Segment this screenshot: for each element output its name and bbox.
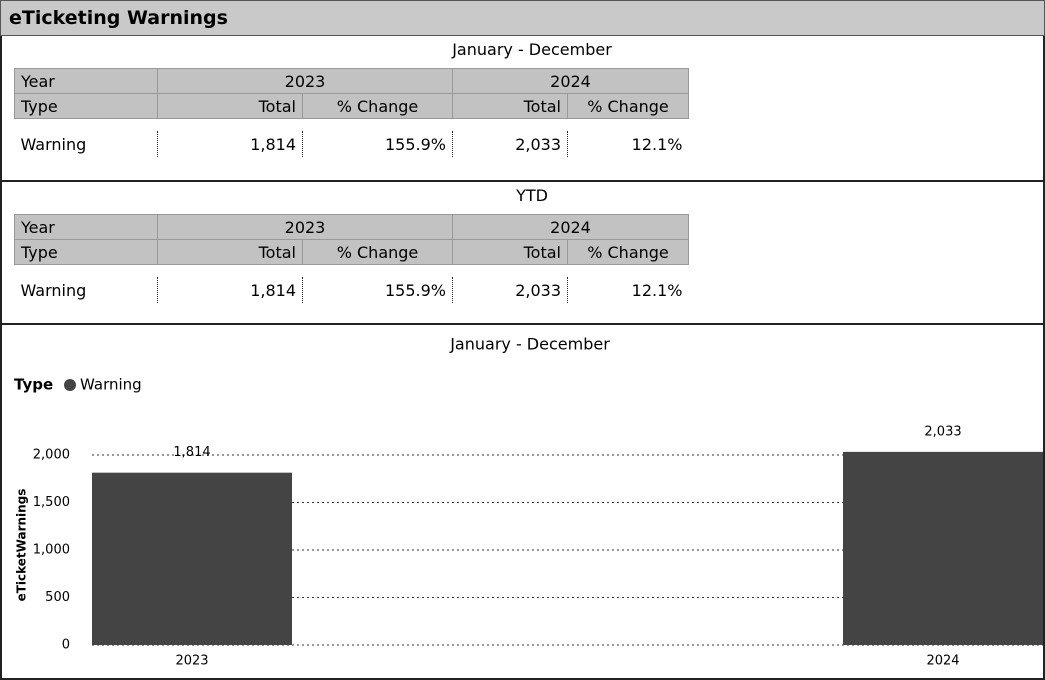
- y-tick-label: 500: [45, 590, 70, 605]
- table: Year 2023 2024 Type Total% Change Total% Chan…: [14, 68, 689, 157]
- table: Year 2023 2024 Type Total% Change Total% Chan…: [14, 214, 689, 303]
- header-cell: Year: [14, 68, 158, 94]
- legend-marker: [64, 379, 76, 391]
- cell: 12.1%: [567, 131, 689, 157]
- header-row: Year 2023 2024: [14, 214, 689, 240]
- data-label: 1,814: [173, 445, 210, 460]
- cell: 1,814: [157, 131, 303, 157]
- cell: 2,033: [452, 277, 568, 303]
- cell: 2,033: [452, 131, 568, 157]
- header-cell: Total: [157, 93, 303, 119]
- table-heading: January - December: [452, 40, 612, 59]
- header-cell: 2023: [157, 214, 453, 240]
- data-label: 2,033: [924, 424, 961, 439]
- gap: [15, 119, 689, 132]
- y-tick-label: 2,000: [33, 448, 70, 463]
- cell: Warning: [20, 280, 87, 300]
- header-cell: Total: [452, 93, 568, 119]
- header-cell: Total: [452, 239, 568, 265]
- header-cell: Type: [14, 93, 158, 119]
- x-tick-label: 2023: [175, 654, 208, 669]
- chart: January - December Type Warning eTicketWa…: [14, 335, 1043, 669]
- header-cell: % Change: [567, 93, 689, 119]
- y-tick-label: 1,000: [33, 543, 70, 558]
- header-cell: % Change: [567, 239, 689, 265]
- cell: Warning: [20, 134, 87, 154]
- table-section: January - December Year 2023 2024 Type Total%…: [0, 36, 1045, 182]
- header-cell: 2024: [452, 214, 689, 240]
- header-cell: Type: [14, 239, 158, 265]
- y-tick-label: 0: [62, 638, 70, 653]
- chart-title: January - December: [449, 335, 610, 354]
- header-cell: Total: [157, 239, 303, 265]
- cell: 155.9%: [302, 277, 453, 303]
- legend-title: Type: [14, 376, 53, 394]
- header-cell: 2024: [452, 68, 689, 94]
- header-row: Type Total% Change Total% Change: [14, 93, 689, 119]
- cell: 12.1%: [567, 277, 689, 303]
- y-axis-label: eTicketWarnings: [15, 489, 29, 602]
- chart-section: January - December Type Warning eTicketWa…: [0, 325, 1045, 680]
- header-row: Type Total% Change Total% Change: [14, 239, 689, 265]
- bar: [92, 472, 292, 645]
- table-heading: YTD: [516, 186, 548, 205]
- title-bar: eTicketing Warnings: [0, 0, 1045, 36]
- header-cell: % Change: [302, 93, 453, 119]
- header-row: Year 2023 2024: [14, 68, 689, 94]
- table-section: YTD Year 2023 2024 Type Total% Change Total% C…: [0, 182, 1045, 325]
- cell: 1,814: [157, 277, 303, 303]
- data-row: Warning 1,814 155.9% 2,033 12.1%: [15, 131, 689, 157]
- header-cell: 2023: [157, 68, 453, 94]
- y-tick-label: 1,500: [33, 495, 70, 510]
- bar: [843, 451, 1043, 645]
- header-cell: % Change: [302, 239, 453, 265]
- gap-cell: [15, 119, 689, 132]
- header-cell: Year: [14, 214, 158, 240]
- gap-cell: [15, 265, 689, 278]
- gap: [15, 265, 689, 278]
- legend-label: Warning: [80, 376, 142, 394]
- cell: 155.9%: [302, 131, 453, 157]
- x-tick-label: 2024: [926, 654, 959, 669]
- data-row: Warning 1,814 155.9% 2,033 12.1%: [15, 277, 689, 303]
